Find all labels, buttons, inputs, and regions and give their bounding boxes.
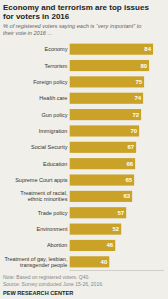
data-label: 75 [135,79,142,85]
bar [69,125,139,136]
title-line: Economy and terrorism are top issues [3,3,149,12]
y-tick-label: Foreign policy [33,79,67,85]
y-tick-label: Supreme Court appts [15,177,68,183]
data-label: 52 [113,226,120,232]
data-labels: 84 80 75 74 72 70 67 66 65 63 57 52 46 40 [101,46,152,265]
y-tick-labels: Economy Terrorism Foreign policy Health car… [4,46,67,268]
y-tick-label: Trade policy [38,210,68,216]
bar [69,256,109,267]
y-tick-label: Health care [39,95,67,101]
y-tick-label-line: Immigration [39,128,68,134]
y-tick-label: Social Security [31,144,68,150]
data-label: 67 [127,144,134,150]
y-tick-label: Economy [45,46,68,52]
source: PEW RESEARCH CENTER [3,290,73,296]
y-tick-label-line: Environment [37,226,68,232]
data-label: 74 [134,95,141,101]
bar [69,174,134,185]
bar [69,60,149,71]
bar [69,44,153,55]
y-tick-label-line: transgender people [20,262,67,268]
bar [69,142,136,153]
data-label: 66 [126,161,133,167]
note: Note: Based on registered voters. Q40.So… [3,274,103,287]
bar [69,158,135,169]
subtitle-line: % of registered voters saying each is “v… [3,23,141,29]
y-tick-label-line: Social Security [31,144,68,150]
bars [69,44,153,268]
note-line: Note: Based on registered voters. Q40. [3,274,90,280]
bar [69,93,143,104]
y-tick-label-line: Foreign policy [33,79,67,85]
y-tick-label-line: Economy [45,46,68,52]
y-tick-label-line: Terrorism [45,63,68,69]
bar [69,224,121,235]
bar [69,191,132,202]
data-label: 63 [123,193,130,199]
y-tick-label: Treatment of gay, lesbian,transgender pe… [4,256,67,268]
x-axis-line [69,270,164,271]
bar [69,240,115,251]
y-tick-label-line: ethnic minorities [28,196,68,202]
y-tick-label: Terrorism [45,63,68,69]
data-label: 84 [144,46,151,52]
bar [69,76,144,87]
bar [69,109,141,120]
title: Economy and terrorism are top issuesfor … [3,3,149,21]
chart: Economy and terrorism are top issuesfor … [0,0,168,299]
source-line: PEW RESEARCH CENTER [3,290,73,296]
subtitle-line: their vote in 2016 ... [3,30,52,36]
data-label: 80 [140,63,147,69]
y-tick-label-line: Trade policy [38,210,68,216]
y-tick-label-line: Gun policy [41,112,67,118]
y-tick-label: Environment [37,226,68,232]
data-label: 57 [117,210,124,216]
background [0,0,168,299]
y-tick-label-line: Abortion [47,242,68,248]
title-line: for voters in 2016 [3,12,70,21]
y-tick-label: Gun policy [41,112,67,118]
y-tick-label: Immigration [39,128,68,134]
note-line: Source: Survey conducted June 15-26, 201… [3,281,103,287]
data-label: 72 [132,112,139,118]
y-tick-label-line: Education [43,161,67,167]
data-label: 46 [107,242,114,248]
subtitle: % of registered voters saying each is “v… [3,23,141,36]
y-tick-label: Education [43,161,67,167]
data-label: 65 [125,177,132,183]
data-label: 40 [101,259,108,265]
y-tick-label-line: Health care [39,95,67,101]
bar [69,207,126,218]
data-label: 70 [130,128,137,134]
y-tick-label-line: Supreme Court appts [15,177,68,183]
y-tick-label: Abortion [47,242,68,248]
y-tick-label: Treatment of racial,ethnic minorities [20,190,68,202]
